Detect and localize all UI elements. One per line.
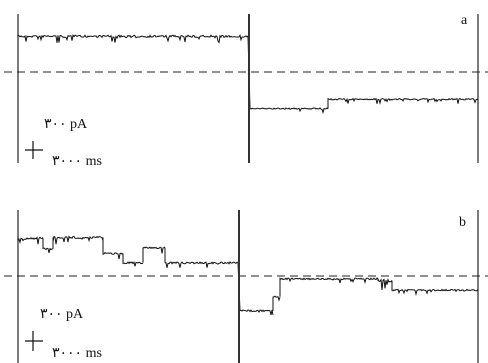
- trace-segment: [17, 33, 249, 44]
- trace-segment: [142, 246, 166, 254]
- trace-segment: [52, 235, 104, 245]
- trace-segment: [327, 97, 479, 105]
- trace-segment: [122, 261, 144, 267]
- panel-b-trace: [17, 210, 479, 363]
- trace-segment: [391, 288, 479, 296]
- panel-a-trace: [17, 14, 479, 163]
- trace-segment: [279, 277, 379, 285]
- scale-bar-time-label: ۳۰۰۰ ms: [52, 154, 102, 169]
- scale-bar-current-label: ۳۰۰ pA: [40, 307, 84, 322]
- scale-bar-time-label: ۳۰۰۰ ms: [52, 346, 102, 361]
- scale-bar-current-label: ۳۰۰ pA: [44, 117, 88, 132]
- panel-b: b ۳۰۰ pA ۳۰۰۰ ms: [4, 210, 488, 363]
- trace-segment: [17, 236, 44, 245]
- trace-segment: [249, 107, 329, 115]
- trace-segment: [239, 309, 274, 316]
- panel-a-scale-bar: ۳۰۰ pA ۳۰۰۰ ms: [25, 117, 102, 169]
- panel-b-label: b: [459, 215, 466, 230]
- panel-b-scale-bar: ۳۰۰ pA ۳۰۰۰ ms: [25, 307, 102, 361]
- trace-segment: [377, 277, 393, 290]
- trace-segment: [272, 295, 281, 302]
- trace-segment: [102, 251, 124, 260]
- trace-segment: [164, 261, 238, 268]
- panel-a: a ۳۰۰ pA ۳۰۰۰ ms: [4, 13, 488, 169]
- trace-segment: [42, 247, 54, 254]
- panel-a-label: a: [461, 13, 468, 28]
